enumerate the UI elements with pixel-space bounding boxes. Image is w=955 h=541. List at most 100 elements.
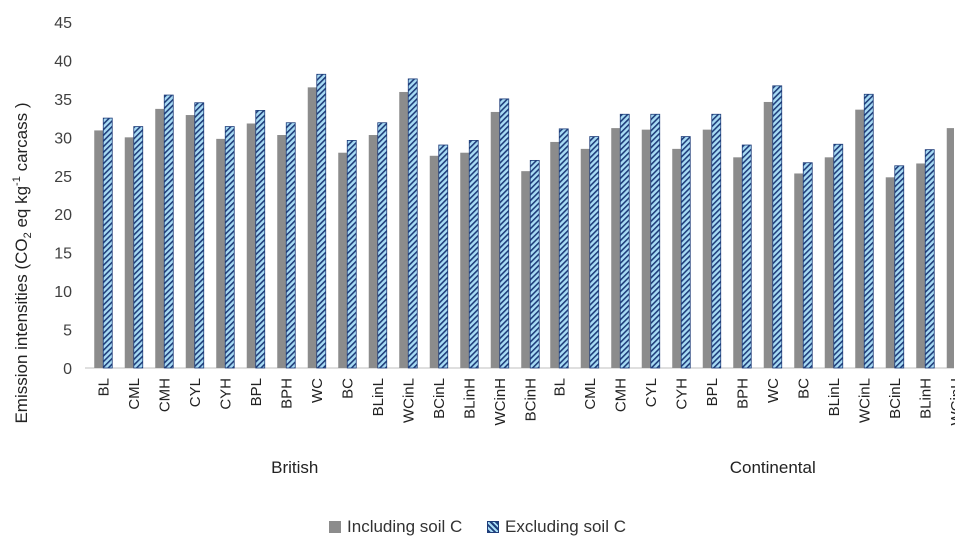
category-label: BL [95, 378, 112, 396]
y-axis-label: Emission intensities (CO2 eq kg-1 carcas… [11, 102, 34, 423]
category-label: BC [795, 378, 812, 399]
bar-excluding-british-CMH [163, 94, 174, 369]
y-tick-label: 30 [54, 130, 72, 147]
legend-swatch-including [329, 521, 342, 533]
bar-including-continental-BCinL [885, 177, 895, 368]
bar-excluding-continental-BPH [741, 144, 752, 369]
bar-including-continental-CML [580, 148, 590, 368]
category-label: BLinH [461, 378, 478, 419]
bar-excluding-british-BLinH [468, 140, 479, 369]
bar-excluding-continental-BLinH [924, 149, 935, 369]
bar-including-british-CYH [216, 138, 226, 368]
bar-excluding-british-WCinH [499, 98, 510, 369]
category-label: CMH [612, 378, 629, 412]
y-tick-label: 5 [63, 323, 72, 340]
category-label: BCinL [887, 378, 904, 419]
bar-including-british-BCinH [521, 171, 531, 368]
bar-excluding-continental-BLinL [833, 143, 844, 369]
category-label: CYL [187, 378, 204, 407]
category-label: BPH [278, 378, 295, 409]
legend-label-including: Including soil C [347, 517, 463, 536]
category-label: WCinH [492, 378, 509, 426]
bar-including-continental-BC [794, 173, 804, 368]
bar-including-british-WCinL [399, 91, 409, 369]
y-tick-label: 35 [54, 92, 72, 109]
bar-excluding-continental-CML [589, 136, 600, 369]
bar-including-continental-WCinH [946, 128, 954, 368]
bar-including-british-CMH [155, 108, 165, 368]
bar-including-continental-WC [763, 101, 773, 368]
bar-excluding-continental-BPL [711, 113, 722, 369]
category-label: CMH [156, 378, 173, 412]
bar-excluding-continental-BL [558, 128, 569, 369]
category-label: BPL [704, 378, 721, 406]
bar-including-continental-BLinH [916, 163, 926, 368]
category-label: BL [551, 378, 568, 396]
bar-including-british-WCinH [490, 111, 500, 369]
category-label: WC [765, 378, 782, 403]
category-label: CML [126, 378, 143, 410]
category-label: BLinL [826, 378, 843, 416]
bar-excluding-continental-CYH [680, 136, 691, 369]
bar-including-continental-BPL [702, 129, 712, 368]
y-tick-label: 15 [54, 246, 72, 263]
category-label: WC [309, 378, 326, 403]
bar-including-british-BC [338, 152, 348, 368]
bar-excluding-continental-WCinL [863, 93, 874, 369]
category-label: BLinL [370, 378, 387, 416]
bar-including-british-CYL [185, 115, 195, 368]
bar-excluding-continental-BC [802, 162, 813, 369]
category-label: WCinL [400, 378, 417, 423]
y-tick-label: 40 [54, 53, 72, 70]
bar-excluding-continental-WC [772, 85, 783, 369]
y-tick-label: 45 [54, 15, 72, 32]
group-label-british: British [271, 458, 318, 477]
y-tick-label: 0 [63, 361, 72, 378]
bar-including-british-BCinL [429, 155, 439, 368]
bar-excluding-continental-BCinL [894, 165, 905, 369]
bar-including-continental-WCinL [855, 109, 865, 369]
bar-including-continental-CMH [611, 128, 621, 368]
bar-excluding-british-BCinH [529, 159, 540, 369]
bar-including-continental-CYH [672, 148, 682, 368]
bar-including-british-BL [94, 130, 104, 368]
bar-excluding-british-BL [102, 117, 113, 369]
bar-including-continental-BPH [733, 157, 743, 368]
category-labels: BL CML CMH CYL CYH BPL BPH WC BC BLinL WCinL BCinL B… [95, 378, 955, 426]
bar-excluding-continental-CYL [650, 113, 661, 369]
category-label: BCinL [431, 378, 448, 419]
bar-excluding-continental-CMH [619, 113, 630, 369]
legend-item-excluding: Excluding soil C [487, 517, 626, 537]
bars [94, 73, 954, 369]
category-label: BCinH [522, 378, 539, 421]
category-label: BPL [248, 378, 265, 406]
bar-including-british-WC [307, 87, 317, 368]
bar-excluding-british-CYL [194, 102, 205, 369]
category-label: BLinH [917, 378, 934, 419]
legend-item-including: Including soil C [329, 517, 462, 537]
bar-excluding-british-CML [133, 126, 144, 369]
bar-including-british-BPL [246, 123, 256, 368]
category-label: CYH [673, 378, 690, 410]
bar-including-continental-BLinL [824, 157, 834, 368]
bar-excluding-british-BPL [255, 110, 266, 369]
bar-including-continental-CYL [641, 129, 651, 368]
y-tick-label: 10 [54, 284, 72, 301]
category-label: BC [339, 378, 356, 399]
bar-excluding-british-BLinL [377, 122, 388, 369]
bar-including-british-BLinH [460, 152, 470, 368]
bar-excluding-british-BC [346, 140, 357, 369]
legend-label-excluding: Excluding soil C [505, 517, 626, 536]
group-labels: British Continental [271, 458, 816, 477]
bar-including-british-BPH [277, 135, 287, 368]
bar-including-british-BLinL [368, 135, 378, 368]
bar-excluding-british-BPH [285, 122, 296, 369]
group-label-continental: Continental [730, 458, 816, 477]
category-label: WCinH [948, 378, 955, 426]
y-tick-label: 25 [54, 169, 72, 186]
legend-swatch-excluding [487, 521, 500, 533]
y-tick-label: 20 [54, 207, 72, 224]
category-label: CML [582, 378, 599, 410]
bar-including-continental-BL [550, 141, 560, 368]
